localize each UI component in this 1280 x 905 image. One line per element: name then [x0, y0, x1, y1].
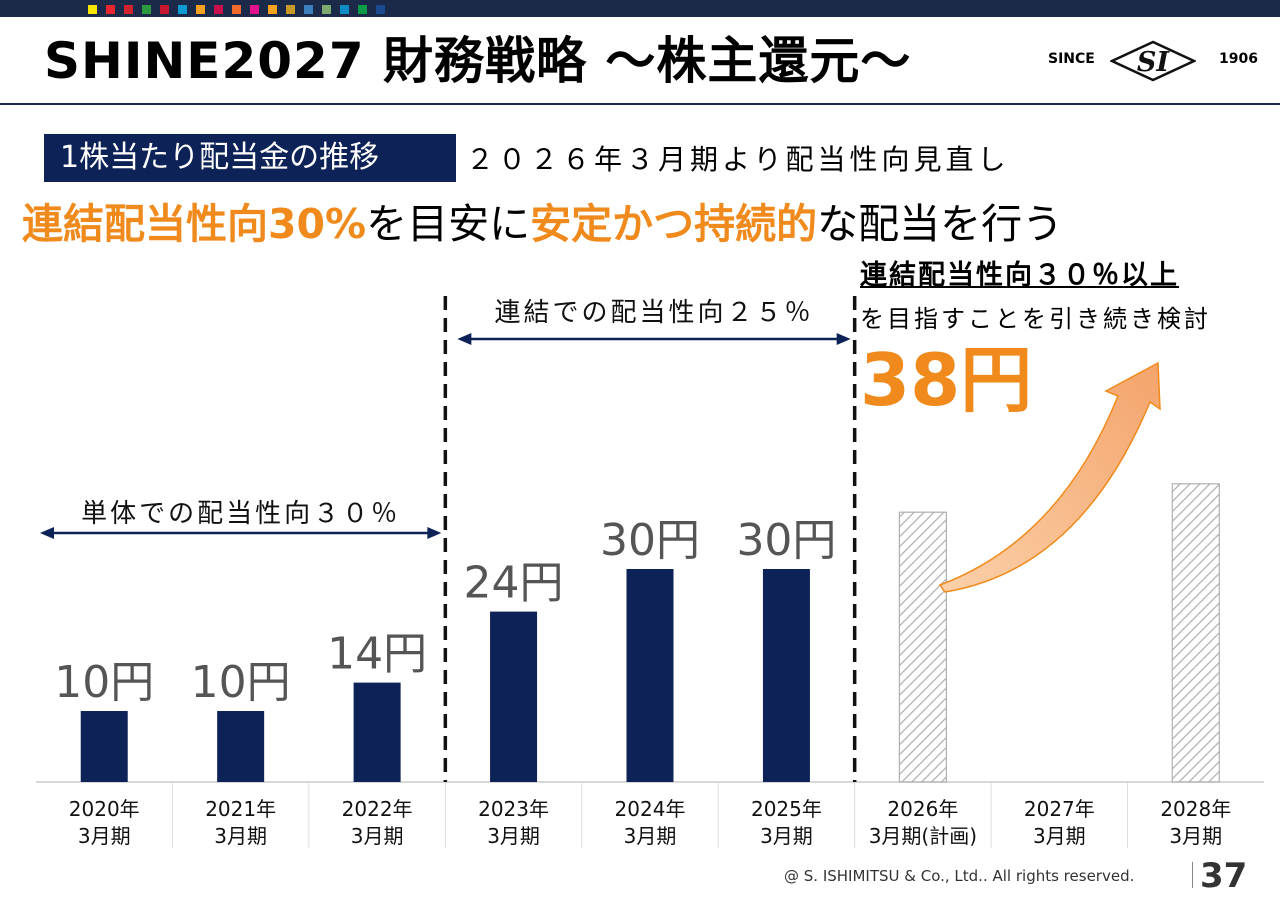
accent-squares	[88, 5, 385, 14]
accent-square	[214, 5, 223, 14]
x-tick-label: 2027年	[1024, 797, 1095, 821]
x-tick-label: 2021年	[205, 797, 276, 821]
x-tick-label: 2023年	[478, 797, 549, 821]
arrow-left-icon	[40, 527, 54, 539]
target-payout-sub: を目指すことを引き続き検討	[860, 305, 1211, 333]
x-tick-label: 3月期	[760, 824, 813, 848]
arrow-right-icon	[427, 527, 442, 539]
x-tick-label: 3月期	[214, 824, 267, 848]
bar-value-label: 30円	[736, 515, 836, 566]
section-label: 1株当たり配当金の推移	[44, 134, 456, 182]
headline-text-2: な配当を行う	[817, 200, 1064, 248]
accent-square	[358, 5, 367, 14]
accent-square	[142, 5, 151, 14]
dividend-bar	[490, 611, 538, 782]
x-tick-label: 3月期	[78, 824, 131, 848]
accent-square	[160, 5, 169, 14]
bar-value-label: 30円	[600, 515, 700, 566]
section-subtext: ２０２６年３月期より配当性向見直し	[466, 143, 1010, 176]
accent-square	[232, 5, 241, 14]
accent-square	[304, 5, 313, 14]
accent-square	[106, 5, 115, 14]
accent-square	[124, 5, 133, 14]
copyright: @ S. ISHIMITSU & Co., Ltd.. All rights r…	[784, 867, 1135, 885]
dividend-bar	[217, 711, 265, 782]
dividend-bar	[762, 569, 810, 782]
x-tick-label: 2025年	[751, 797, 822, 821]
policy-headline: 連結配当性向30%を目安に安定かつ持続的な配当を行う	[22, 198, 1063, 250]
x-tick-label: 3月期	[1169, 824, 1222, 848]
top-bar	[0, 0, 1280, 17]
accent-square	[88, 5, 97, 14]
accent-square	[196, 5, 205, 14]
target-payout-line: 連結配当性向３０％以上	[860, 260, 1179, 291]
dividend-bar	[353, 682, 401, 782]
bar-value-label: 14円	[327, 629, 427, 680]
x-tick-label: 3月期(計画)	[869, 824, 977, 848]
logo-mark: SI	[1137, 47, 1170, 78]
logo-year: 1906	[1219, 51, 1258, 67]
accent-square	[268, 5, 277, 14]
x-tick-label: 3月期	[624, 824, 677, 848]
company-logo: SINCE SI 1906	[1048, 40, 1258, 82]
growth-arrow-icon	[938, 361, 1161, 593]
accent-square	[250, 5, 259, 14]
headline-payout-ratio: 連結配当性向30%	[22, 200, 367, 248]
bar-value-label: 10円	[54, 657, 154, 708]
accent-square	[340, 5, 349, 14]
plan-bar	[1171, 483, 1220, 783]
dividend-bar	[626, 569, 674, 782]
x-tick-label: 2022年	[342, 797, 413, 821]
consolidated-range-label: 連結での配当性向２５％	[494, 298, 813, 328]
arrow-right-icon	[836, 333, 851, 345]
logo-since: SINCE	[1048, 51, 1095, 67]
page-title: SHINE2027 財務戦略 ～株主還元～	[44, 32, 912, 90]
accent-square	[376, 5, 385, 14]
x-tick-label: 3月期	[487, 824, 540, 848]
diamond-logo-icon: SI	[1110, 40, 1196, 82]
page-separator	[1192, 862, 1193, 888]
x-tick-label: 3月期	[1033, 824, 1086, 848]
x-tick-label: 2020年	[69, 797, 140, 821]
headline-text-1: を目安に	[366, 200, 531, 248]
x-tick-label: 2024年	[615, 797, 686, 821]
x-tick-label: 3月期	[351, 824, 404, 848]
page-number: 37	[1200, 856, 1248, 896]
headline-stable: 安定かつ持続的	[530, 200, 818, 248]
x-tick-label: 2026年	[887, 797, 958, 821]
bar-value-label: 10円	[191, 657, 291, 708]
accent-square	[286, 5, 295, 14]
plan-bar	[898, 511, 947, 783]
title-divider	[0, 103, 1280, 105]
dividend-bar	[80, 711, 128, 782]
x-tick-label: 2028年	[1160, 797, 1231, 821]
plan-dividend-value: 38円	[860, 338, 1033, 422]
accent-square	[322, 5, 331, 14]
bar-value-label: 24円	[464, 558, 564, 609]
arrow-left-icon	[457, 333, 472, 345]
standalone-range-label: 単体での配当性向３０％	[81, 499, 400, 529]
accent-square	[178, 5, 187, 14]
